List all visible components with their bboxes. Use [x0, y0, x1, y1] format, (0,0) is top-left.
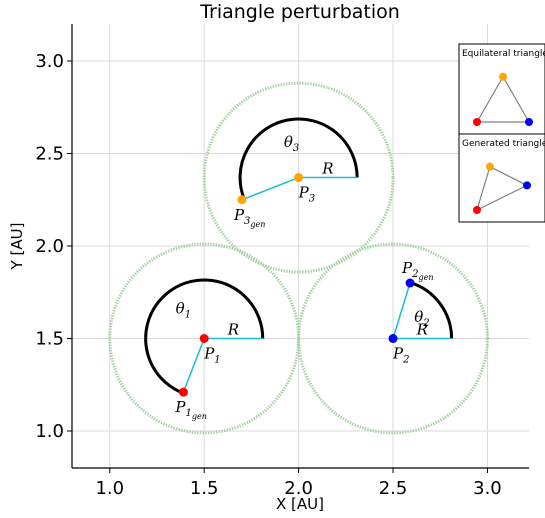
- inset-equilateral: Equilateral triangle: [458, 43, 545, 135]
- radius-label-P3: R: [321, 160, 333, 178]
- theta-label-P1: θ1: [176, 300, 191, 321]
- inset-triangle: [475, 75, 531, 123]
- point-label-P1: P1: [203, 345, 220, 366]
- theta-label-P3: θ3: [284, 133, 299, 154]
- y-axis-label: Y [AU]: [8, 223, 26, 271]
- inset-frame: [458, 133, 545, 223]
- inset-vertex: [523, 181, 531, 190]
- generated-label-P3: P3gen: [233, 206, 265, 229]
- chart-title: Triangle perturbation: [199, 1, 400, 23]
- inset-vertex: [473, 206, 481, 214]
- inset-vertex: [525, 118, 533, 126]
- generated-segment-P3: [241, 176, 299, 201]
- x-tick-label: 1.0: [95, 478, 124, 499]
- y-tick-label: 1.0: [35, 421, 64, 442]
- inset-vertex: [499, 72, 507, 81]
- y-tick-label: 1.5: [35, 329, 64, 350]
- radius-label-P2: R: [416, 321, 428, 339]
- insets: Equilateral triangle Generated triangle: [458, 43, 545, 223]
- point-label-P3: P3: [298, 184, 315, 205]
- x-tick-label: 1.5: [190, 478, 219, 499]
- plot-area: [108, 81, 489, 435]
- generated-label-P1: P1gen: [174, 398, 206, 421]
- tick-labels: 1.0 1.5 2.0 2.5 3.0 1.0 1.5 2.0 2.5 3.0: [35, 51, 501, 499]
- grid: [72, 24, 529, 468]
- inset-vertex: [473, 118, 481, 126]
- perturbation-circle-P3: [202, 81, 395, 274]
- generated-segment-P2: [392, 282, 411, 339]
- generated-segment-P1: [182, 338, 205, 393]
- x-tick-label: 2.5: [379, 478, 408, 499]
- generated-marker-P3: [237, 195, 247, 205]
- perturbation-circle-P1: [108, 242, 301, 435]
- point-label-P2: P2: [392, 345, 409, 366]
- point-marker-P2: [388, 334, 398, 343]
- inset-generated: Generated triangle: [458, 133, 545, 223]
- x-tick-label: 3.0: [473, 478, 502, 499]
- point-marker-P3: [294, 173, 304, 183]
- y-tick-label: 2.5: [35, 144, 64, 165]
- generated-marker-P1: [178, 387, 188, 397]
- inset-triangle: [476, 165, 529, 212]
- generated-label-P2: P2gen: [401, 259, 433, 282]
- axes: [67, 24, 529, 473]
- radius-label-P1: R: [227, 321, 239, 339]
- theta-arc-P2: [409, 281, 454, 339]
- generated-marker-P2: [405, 278, 415, 288]
- theta-arc-P1: [144, 278, 265, 395]
- point-marker-P1: [199, 334, 209, 343]
- x-axis-label: X [AU]: [276, 495, 324, 513]
- inset-title: Equilateral triangle: [462, 49, 545, 59]
- theta-arc-P3: [238, 117, 359, 200]
- inset-title: Generated triangle: [462, 139, 545, 149]
- x-tick-label: 2.0: [284, 478, 313, 499]
- y-tick-label: 2.0: [35, 236, 64, 257]
- y-tick-label: 3.0: [35, 51, 64, 72]
- perturbation-circle-P2: [297, 242, 489, 435]
- theta-label-P2: θ2: [414, 308, 429, 329]
- inset-vertex: [485, 162, 494, 171]
